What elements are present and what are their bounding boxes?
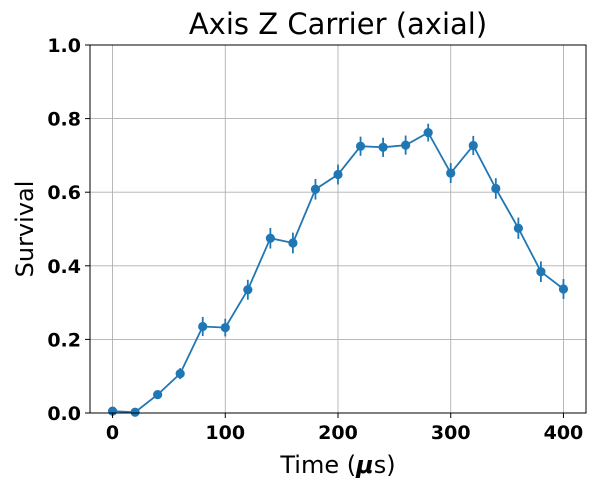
x-axis-label-prefix: Time (: [279, 451, 356, 479]
data-point: [401, 140, 411, 150]
data-point: [333, 169, 343, 180]
x-tick-label: 100: [205, 422, 245, 444]
chart-title: Axis Z Carrier (axial): [189, 7, 487, 41]
data-point: [243, 285, 253, 295]
data-point: [491, 183, 501, 194]
data-point: [378, 142, 388, 152]
y-axis-label: Survival: [11, 181, 39, 278]
data-point: [558, 284, 569, 294]
data-point: [175, 369, 185, 379]
data-point: [265, 233, 275, 243]
y-tick-label: 0.8: [47, 109, 81, 131]
x-tick-label: 400: [544, 422, 584, 444]
x-axis-label-mu: μ: [355, 451, 374, 479]
series-layer: [107, 123, 569, 417]
data-point: [513, 223, 523, 233]
data-point: [310, 184, 321, 194]
y-tick-label: 0.2: [47, 329, 81, 351]
data-point: [288, 238, 298, 248]
x-axis-label-suffix: s): [374, 451, 396, 479]
x-axis-label: Time (μs): [279, 451, 395, 479]
data-point: [153, 390, 163, 400]
x-tick-label: 0: [106, 422, 119, 444]
y-tick-label: 0.4: [47, 256, 81, 278]
ticks: 0 100 200 300 400 0.0 0.2 0.4 0.6 0.8 1.0: [47, 35, 583, 444]
data-point: [198, 321, 208, 332]
y-tick-label: 0.6: [47, 182, 81, 204]
y-tick-label: 1.0: [47, 35, 81, 57]
data-point: [130, 407, 140, 417]
x-tick-label: 300: [431, 422, 471, 444]
data-point: [355, 141, 366, 151]
y-tick-label: 0.0: [47, 403, 81, 425]
data-point: [536, 267, 546, 277]
x-tick-label: 200: [318, 422, 358, 444]
data-point: [220, 323, 230, 333]
data-point: [468, 140, 478, 151]
data-point: [446, 168, 456, 178]
data-point: [423, 127, 433, 138]
